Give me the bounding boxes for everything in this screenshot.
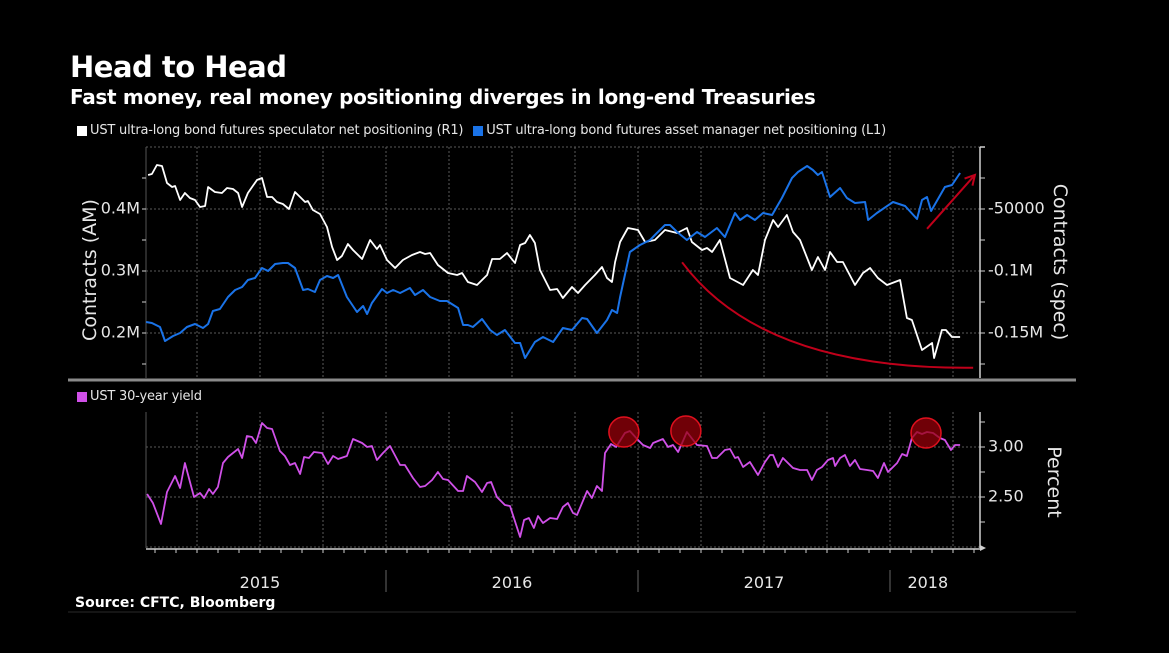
right-tick-label-bottom: 3.00 (988, 437, 1024, 456)
legend-item-asset-manager: UST ultra-long bond futures asset manage… (473, 123, 886, 138)
axes (142, 146, 986, 592)
right-tick-label-top: -50000 (988, 199, 1045, 218)
x-axis-year-label: 2015 (239, 573, 281, 592)
chart-subtitle: Fast money, real money positioning diver… (70, 85, 816, 109)
annotation-uptrend-arrow (926, 174, 976, 230)
legend-item-speculator: UST ultra-long bond futures speculator n… (77, 123, 463, 138)
grid-lines (146, 146, 980, 548)
x-axis-year-label: 2018 (907, 573, 949, 592)
chart-title: Head to Head (70, 50, 287, 84)
legend-item-yield: UST 30-year yield (77, 389, 202, 404)
source-note: Source: CFTC, Bloomberg (75, 595, 276, 611)
bottom-legend: UST 30-year yield (77, 389, 212, 404)
annotation-highlight-circle (670, 415, 702, 447)
annotation-highlight-circle (608, 416, 640, 448)
legend-swatch-speculator (77, 125, 87, 136)
legend-swatch-asset-manager (473, 125, 484, 136)
series-lines (145, 164, 961, 538)
right-tick-label-bottom: 2.50 (988, 487, 1024, 506)
series-asset-manager-line (145, 165, 961, 359)
left-tick-label: 0.2M (101, 323, 140, 342)
legend-swatch-yield (77, 391, 87, 402)
annotation-highlight-circle (910, 417, 942, 449)
tick-labels: 0.2M 0.3M 0.4M -50000 -0.1M -0.15M 2.50 3.00 (101, 199, 1045, 506)
annotation-downtrend-curve (681, 261, 974, 369)
top-legend: UST ultra-long bond futures speculator n… (77, 123, 896, 138)
x-axis-arrow (980, 545, 986, 551)
right-tick-label-top: -0.1M (988, 261, 1033, 280)
series-speculator-line (147, 164, 961, 359)
x-axis-year-label: 2017 (743, 573, 785, 592)
right-tick-label-top: -0.15M (988, 323, 1043, 342)
series-yield-line (146, 422, 961, 538)
x-axis-year-label: 2016 (491, 573, 533, 592)
left-tick-label: 0.4M (101, 199, 140, 218)
legend-label-yield: UST 30-year yield (90, 389, 202, 404)
annotation-arrow-head (964, 173, 977, 186)
legend-label-speculator: UST ultra-long bond futures speculator n… (90, 123, 464, 138)
left-tick-label: 0.3M (101, 261, 140, 280)
legend-label-asset-manager: UST ultra-long bond futures asset manage… (486, 123, 886, 138)
annotations (608, 173, 977, 449)
